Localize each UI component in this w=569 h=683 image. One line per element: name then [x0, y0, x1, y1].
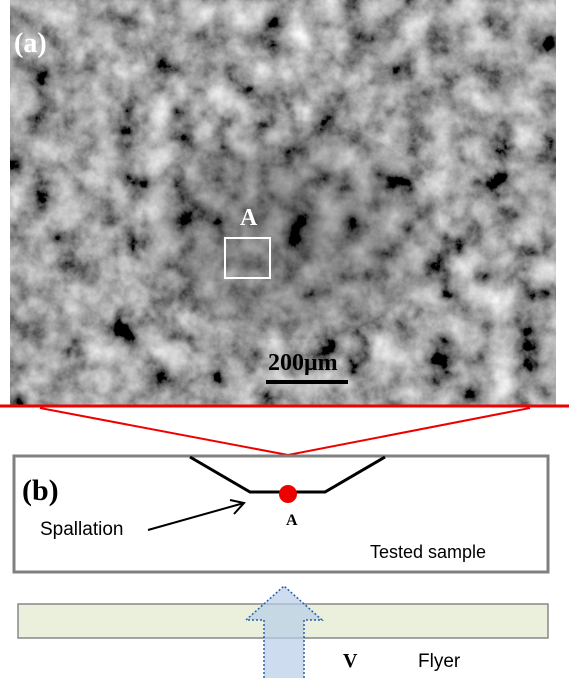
point-label: A	[286, 512, 298, 529]
sample-label: Tested sample	[370, 542, 486, 562]
region-label: A	[240, 205, 258, 231]
figure: (a) A 200μm (b) A Spallation Tested samp…	[0, 0, 569, 678]
sem-image	[10, 0, 556, 405]
panel-label: (b)	[22, 474, 59, 507]
point-a	[279, 485, 297, 503]
scale-label: 200μm	[268, 350, 338, 376]
flyer-label: Flyer	[418, 651, 461, 672]
spallation-label: Spallation	[40, 519, 123, 540]
panel-label: (a)	[14, 28, 47, 59]
velocity-label: V	[343, 650, 358, 672]
zoom-line	[40, 408, 530, 455]
